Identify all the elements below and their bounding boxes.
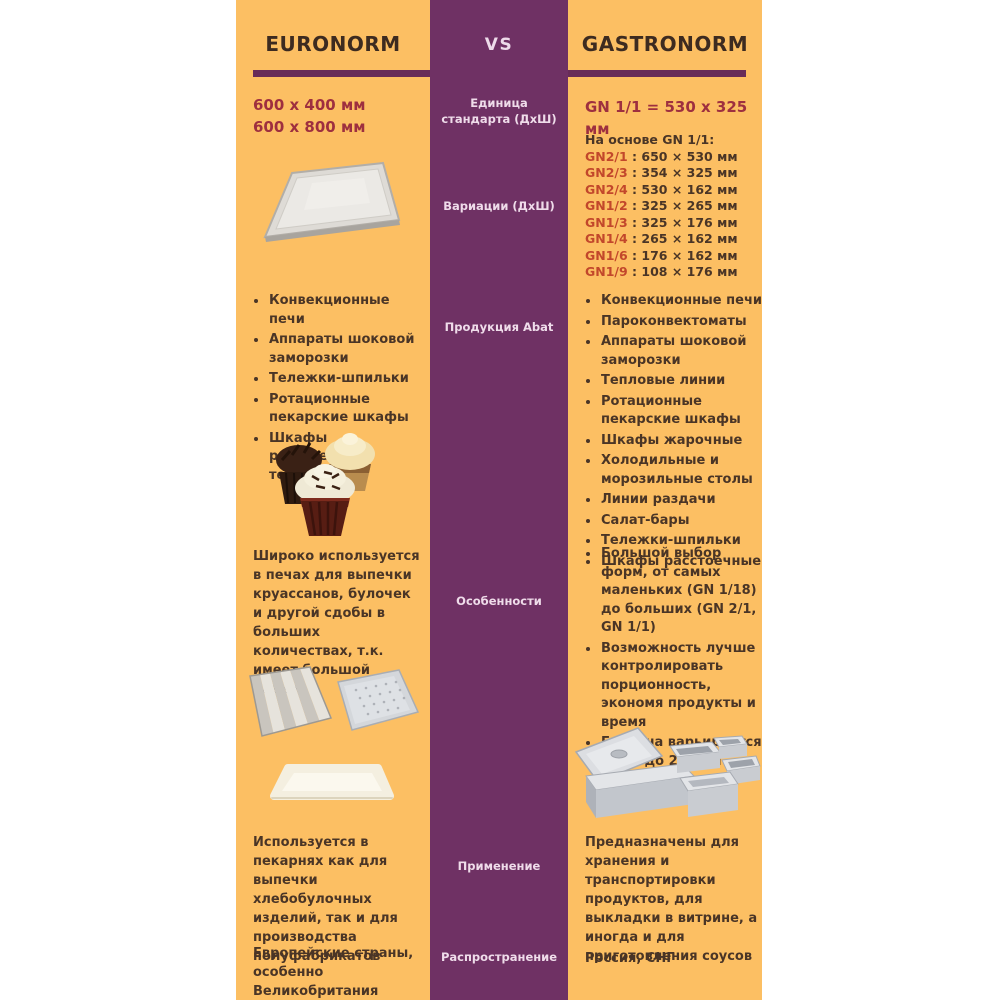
euronorm-size-line: 600 x 400 мм xyxy=(253,96,366,114)
list-item: Ротационные пекарские шкафы xyxy=(268,391,423,428)
euronorm-title: EURONORM xyxy=(265,32,401,56)
gn-sep: : xyxy=(627,264,642,279)
gn-sep: : xyxy=(627,148,642,164)
gastronorm-variations-list: На основе GN 1/1: GN2/1 : 650 × 530 мм G… xyxy=(585,132,762,281)
list-item: Аппараты шоковой заморозки xyxy=(600,333,762,370)
row-label-features: Особенности xyxy=(456,594,542,608)
gastronorm-standard-size: GN 1/1 = 530 x 325 мм xyxy=(585,98,748,138)
variation-line: GN1/4 : 265 × 162 мм xyxy=(585,231,762,248)
variation-line: GN2/3 : 354 × 325 мм xyxy=(585,165,762,182)
gn-size-value: 650 × 530 мм xyxy=(641,148,738,164)
list-item: Шкафы расстоечные xyxy=(600,553,762,572)
gn-code: GN2/4 xyxy=(585,181,628,197)
list-item: Конвекционные печи xyxy=(600,292,762,311)
flat-baking-tray-image xyxy=(252,158,404,250)
gn-sep: : xyxy=(627,231,642,246)
gn-sep: : xyxy=(627,247,642,263)
list-item: Конвекционные печи xyxy=(268,292,423,329)
list-item: Пароконвектоматы xyxy=(600,313,762,332)
variations-intro: На основе GN 1/1: xyxy=(585,132,715,147)
list-item: Линии раздачи xyxy=(600,491,762,510)
euronorm-features-text: Широко используется в печах для выпечки … xyxy=(253,549,420,697)
three-cupcakes-image xyxy=(262,428,392,538)
gn-sep: : xyxy=(627,198,642,213)
gn-code: GN1/4 xyxy=(585,231,628,246)
gn-size-value: 176 × 162 мм xyxy=(641,247,738,263)
gn-size-value: 530 × 162 мм xyxy=(641,181,738,197)
bakery-trays-image xyxy=(236,662,430,804)
gn-code: GN1/2 xyxy=(585,198,628,213)
gastronorm-application-text: Предназначены для хранения и транспортир… xyxy=(585,835,758,964)
gn-code: GN1/6 xyxy=(585,247,628,263)
variation-line: GN1/9 : 108 × 176 мм xyxy=(585,264,762,281)
euronorm-size-line: 600 x 800 мм xyxy=(253,118,366,136)
list-item: Ротационные пекарские шкафы xyxy=(600,393,762,430)
variation-line: GN1/6 : 176 × 162 мм xyxy=(585,248,762,265)
row-label-standard-unit: Единица стандарта (ДхШ) xyxy=(441,96,557,126)
list-item: Аппараты шоковой заморозки xyxy=(268,331,423,368)
list-item: Возможность лучше контролировать порцион… xyxy=(600,640,763,733)
gn-size-value: 108 × 176 мм xyxy=(641,264,738,279)
variation-line: GN1/3 : 325 × 176 мм xyxy=(585,215,762,232)
row-label-distribution: Распространение xyxy=(440,950,558,964)
list-item: Тепловые линии xyxy=(600,372,762,391)
row-label-variations: Вариации (ДхШ) xyxy=(443,199,555,213)
list-item: Тележки-шпильки xyxy=(268,370,423,389)
gastronorm-products-list: Конвекционные печи Пароконвектоматы Аппа… xyxy=(585,292,762,573)
list-item: Шкафы жарочные xyxy=(600,432,762,451)
gastronorm-column: GASTRONORM GN 1/1 = 530 x 325 мм На осно… xyxy=(568,0,762,1000)
list-item: Большой выбор форм, от самых маленьких (… xyxy=(600,545,763,638)
gn-size-value: 265 × 162 мм xyxy=(641,231,738,246)
gn-code: GN2/1 xyxy=(585,148,628,164)
list-item: Салат-бары xyxy=(600,512,762,531)
gn-code: GN1/3 xyxy=(585,214,628,230)
euronorm-title-underline xyxy=(253,70,430,77)
gn-code: GN1/9 xyxy=(585,264,628,279)
variation-line: GN2/1 : 650 × 530 мм xyxy=(585,149,762,166)
variation-line: GN2/4 : 530 × 162 мм xyxy=(585,182,762,199)
gastronorm-title-underline xyxy=(568,70,746,77)
gn-size-value: 354 × 325 мм xyxy=(641,165,738,180)
center-column: VS Единица стандарта (ДхШ) Вариации (ДхШ… xyxy=(430,0,568,1000)
gastronorm-distribution-text: Россия, СНГ xyxy=(585,951,675,966)
row-label-products: Продукция Abat xyxy=(444,320,554,334)
euronorm-application-text: Используется в пекарнях как для выпечки … xyxy=(253,835,398,964)
list-item: Холодильные и морозильные столы xyxy=(600,452,762,489)
comparison-infographic: EURONORM 600 x 400 мм 600 x 800 мм Конве… xyxy=(236,0,762,1000)
euronorm-distribution-text: Европейские страны, особенно Великобрита… xyxy=(253,946,414,999)
euronorm-column: EURONORM 600 x 400 мм 600 x 800 мм Конве… xyxy=(236,0,430,1000)
gn-sep: : xyxy=(627,214,642,230)
variation-line: GN1/2 : 325 × 265 мм xyxy=(585,198,762,215)
gn-code: GN2/3 xyxy=(585,165,628,180)
row-label-application: Применение xyxy=(457,859,541,873)
gn-size-value: 325 × 176 мм xyxy=(641,214,738,230)
list-item: Тележки-шпильки xyxy=(600,532,762,551)
euronorm-standard-sizes: 600 x 400 мм 600 x 800 мм xyxy=(253,94,366,138)
gn-size-value: 325 × 265 мм xyxy=(641,198,738,213)
gn-sep: : xyxy=(627,165,642,180)
gn-sep: : xyxy=(627,181,642,197)
vs-label: VS xyxy=(484,35,514,55)
gastronorm-containers-image xyxy=(572,716,762,828)
gastronorm-title: GASTRONORM xyxy=(581,32,749,56)
